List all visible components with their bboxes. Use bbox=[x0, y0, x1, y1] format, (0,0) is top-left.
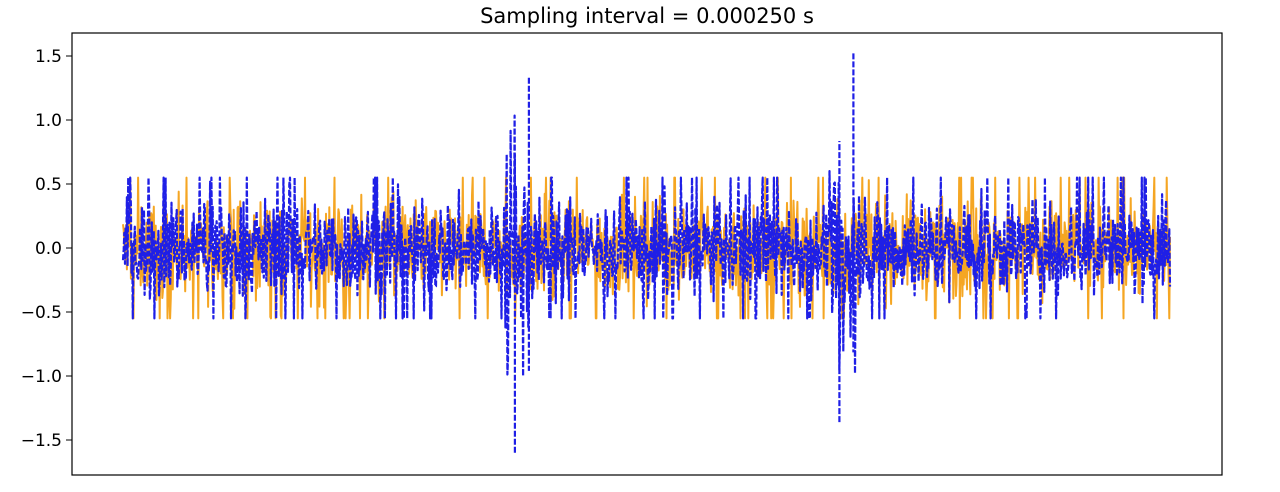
series-layer bbox=[121, 53, 1172, 453]
chart-title: Sampling interval = 0.000250 s bbox=[480, 4, 814, 28]
y-tick-label: −1.5 bbox=[21, 431, 62, 451]
y-tick-label: −1.0 bbox=[21, 367, 62, 387]
y-tick-label: 0.5 bbox=[35, 175, 62, 195]
y-tick-label: 1.5 bbox=[35, 47, 62, 67]
series-line-2 bbox=[121, 53, 1172, 453]
y-axis: 1.5 1.0 0.5 0.0 −0.5 −1.0 −1.5 bbox=[21, 47, 72, 451]
y-tick-label: 1.0 bbox=[35, 111, 62, 131]
y-tick-label: −0.5 bbox=[21, 303, 62, 323]
y-tick-label: 0.0 bbox=[35, 239, 62, 259]
plot-frame bbox=[71, 32, 1223, 476]
